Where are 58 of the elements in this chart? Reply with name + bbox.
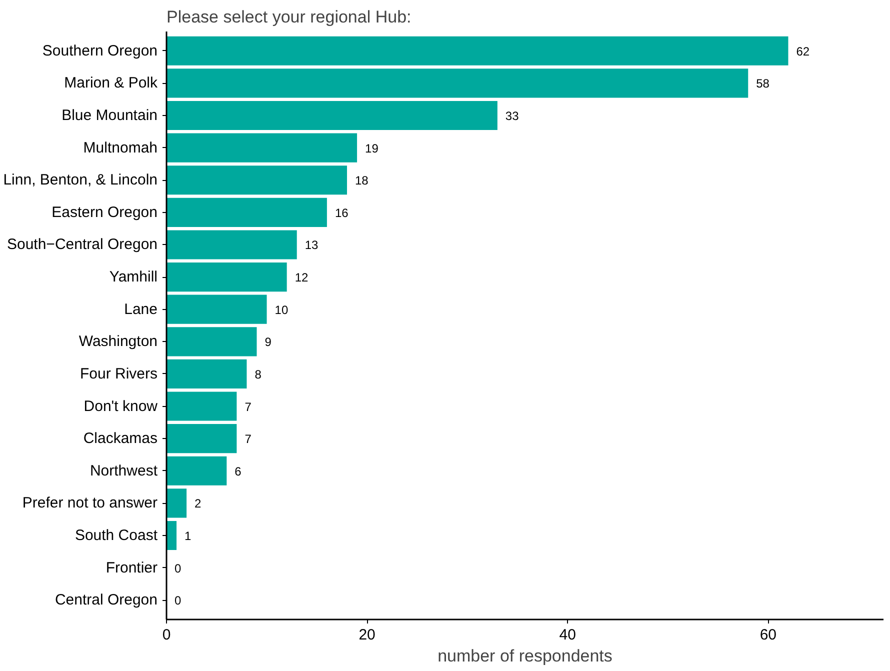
data-label: 7	[244, 400, 252, 414]
y-tick-label: Washington	[78, 333, 158, 350]
x-tick-label: 60	[760, 626, 777, 644]
bar	[166, 36, 788, 66]
data-label: 13	[304, 238, 319, 252]
bar	[166, 456, 227, 486]
data-label: 19	[365, 141, 379, 156]
bar	[166, 424, 237, 454]
y-tick-label: South−Central Oregon	[6, 236, 158, 254]
y-tick-label: Central Oregon	[54, 592, 158, 609]
bar	[166, 520, 177, 550]
y-tick-label: Multnomah	[83, 139, 158, 156]
bar	[166, 327, 257, 356]
x-tick-label: 0	[162, 626, 171, 644]
bar	[166, 294, 267, 324]
bar	[166, 488, 187, 518]
data-label: 8	[254, 367, 262, 382]
bar	[166, 68, 748, 98]
data-label: 1	[184, 529, 192, 543]
y-tick-label: Yamhill	[109, 268, 158, 286]
y-tick-label: Lane	[124, 300, 158, 318]
x-tick-label: 40	[559, 626, 576, 644]
y-tick-label: Prefer not to answer	[22, 494, 158, 512]
y-tick-label: South Coast	[74, 527, 158, 544]
y-tick-label: Marion & Polk	[64, 74, 158, 92]
chart-title: Please select your regional Hub:	[166, 8, 412, 26]
y-tick-label: Clackamas	[83, 430, 158, 448]
data-label: 62	[796, 44, 810, 58]
data-label: 0	[174, 561, 182, 576]
data-label: 18	[355, 174, 369, 188]
data-label: 6	[234, 464, 242, 478]
y-tick-label: Blue Mountain	[62, 107, 158, 124]
bar	[166, 230, 297, 260]
bar	[166, 198, 327, 227]
data-label: 9	[264, 335, 272, 350]
x-tick-label: 20	[358, 626, 376, 644]
y-tick-label: Don't know	[84, 398, 158, 415]
data-label: 33	[505, 109, 520, 123]
x-axis-title: number of respondents	[438, 646, 612, 666]
data-label: 12	[294, 270, 309, 285]
data-label: 0	[174, 594, 182, 608]
y-tick-label: Southern Oregon	[42, 42, 158, 60]
y-tick-label: Northwest	[90, 462, 158, 480]
y-tick-label: Four Rivers	[80, 365, 158, 382]
y-tick-label: Eastern Oregon	[52, 204, 158, 221]
bar	[166, 359, 247, 388]
bar	[166, 166, 348, 195]
data-label: 10	[274, 302, 288, 317]
y-tick-label: Frontier	[106, 559, 158, 576]
bar	[166, 262, 287, 292]
bar	[166, 100, 498, 130]
data-label: 16	[334, 206, 349, 220]
bar	[166, 133, 358, 162]
data-label: 58	[756, 76, 770, 91]
bar	[166, 392, 237, 421]
data-label: 7	[244, 432, 252, 446]
data-label: 2	[194, 496, 202, 511]
y-tick-label: Linn, Benton, & Lincoln	[3, 172, 158, 189]
